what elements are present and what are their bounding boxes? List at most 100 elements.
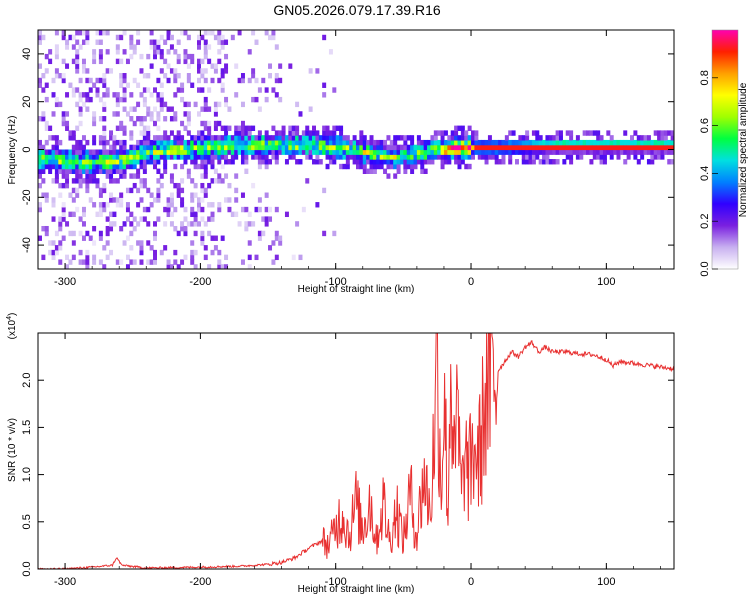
heatmap-cell <box>498 149 503 155</box>
heatmap-cell <box>623 159 628 165</box>
heatmap-cell <box>169 211 174 218</box>
heatmap-cell <box>109 197 114 203</box>
heatmap-cell <box>173 144 178 151</box>
heatmap-cell <box>586 149 591 155</box>
heatmap-cell <box>322 125 327 131</box>
heatmap-cell <box>278 144 283 151</box>
heatmap-cell <box>105 159 110 165</box>
heatmap-cell <box>142 154 147 160</box>
heatmap-cell <box>146 87 151 93</box>
heatmap-cell <box>41 192 46 198</box>
heatmap-cell <box>68 259 73 265</box>
heatmap-cell <box>278 130 283 136</box>
heatmap-cell <box>176 87 181 93</box>
heatmap-cell <box>149 245 154 251</box>
heatmap-cell <box>646 159 651 165</box>
heatmap-cell <box>54 101 59 108</box>
heatmap-cell <box>142 101 147 108</box>
heatmap-cell <box>569 130 574 136</box>
heatmap-cell <box>552 139 557 146</box>
heatmap-cell <box>599 159 604 165</box>
heatmap-cell <box>352 135 357 141</box>
heatmap-cell <box>125 159 130 165</box>
heatmap-cell <box>440 135 445 141</box>
heatmap-cell <box>531 130 536 136</box>
heatmap-cell <box>81 63 86 69</box>
heatmap-cell <box>58 163 63 170</box>
heatmap-cell <box>81 144 86 151</box>
heatmap-cell <box>396 149 401 155</box>
heatmap-cell <box>129 159 134 165</box>
heatmap-cell <box>105 139 110 146</box>
heatmap-cell <box>592 144 597 151</box>
heatmap-cell <box>251 73 256 79</box>
heatmap-cell <box>386 154 391 160</box>
heatmap-cell <box>650 149 655 155</box>
heatmap-cell <box>203 159 208 165</box>
heatmap-cell <box>65 159 70 165</box>
heatmap-cell <box>376 163 381 170</box>
heatmap-cell <box>254 77 259 84</box>
heatmap-cell <box>640 139 645 146</box>
heatmap-cell <box>173 249 178 256</box>
heatmap-cell <box>430 144 435 151</box>
heatmap-cell <box>98 211 103 218</box>
heatmap-cell <box>237 149 242 155</box>
heatmap-cell <box>356 149 360 155</box>
heatmap-cell <box>217 101 222 108</box>
heatmap-cell <box>538 144 543 151</box>
heatmap-cell <box>251 139 256 146</box>
heatmap-cell <box>78 173 83 179</box>
heatmap-cell <box>200 87 205 93</box>
heatmap-cell <box>450 149 455 155</box>
heatmap-cell <box>115 92 120 98</box>
heatmap-cell <box>477 144 482 151</box>
heatmap-cell <box>376 139 381 146</box>
heatmap-cell <box>636 135 641 141</box>
heatmap-cell <box>92 154 97 160</box>
heatmap-cell <box>65 39 70 45</box>
heatmap-cell <box>325 135 330 141</box>
heatmap-cell <box>457 144 462 151</box>
heatmap-cell <box>257 106 262 112</box>
heatmap-cell <box>406 159 411 165</box>
heatmap-cell <box>102 106 107 112</box>
heatmap-cell <box>197 63 201 69</box>
heatmap-cell <box>102 159 107 165</box>
heatmap-cell <box>38 34 42 41</box>
heatmap-cell <box>129 135 134 141</box>
heatmap-cell <box>115 58 120 65</box>
heatmap-cell <box>166 34 171 41</box>
heatmap-cell <box>558 130 563 136</box>
heatmap-cell <box>203 135 208 141</box>
heatmap-cell <box>528 139 533 146</box>
heatmap-cell <box>156 49 161 55</box>
heatmap-cell <box>295 139 300 146</box>
heatmap-cell <box>440 139 445 146</box>
heatmap-cell <box>247 254 252 261</box>
heatmap-cell <box>58 139 63 146</box>
heatmap-cell <box>261 230 266 237</box>
heatmap-cell <box>626 149 631 155</box>
heatmap-cell <box>251 144 256 151</box>
heatmap-cell <box>264 154 269 160</box>
heatmap-cell <box>115 111 120 117</box>
heatmap-cell <box>54 249 59 256</box>
heatmap-cell <box>207 120 212 127</box>
heatmap-cell <box>558 144 563 151</box>
heatmap-cell <box>132 106 137 112</box>
heatmap-cell <box>197 44 201 50</box>
heatmap-cell <box>183 154 188 160</box>
heatmap-cell <box>98 230 103 237</box>
heatmap-cell <box>589 149 594 155</box>
heatmap-cell <box>288 144 293 151</box>
heatmap-cell <box>75 173 80 179</box>
heatmap-cell <box>105 225 110 232</box>
heatmap-cell <box>88 96 93 103</box>
heatmap-cell <box>92 202 97 208</box>
heatmap-cell <box>58 259 63 265</box>
heatmap-cell <box>345 163 350 170</box>
heatmap-cell <box>197 202 201 208</box>
heatmap-cell <box>237 135 242 141</box>
heatmap-cell <box>640 135 645 141</box>
